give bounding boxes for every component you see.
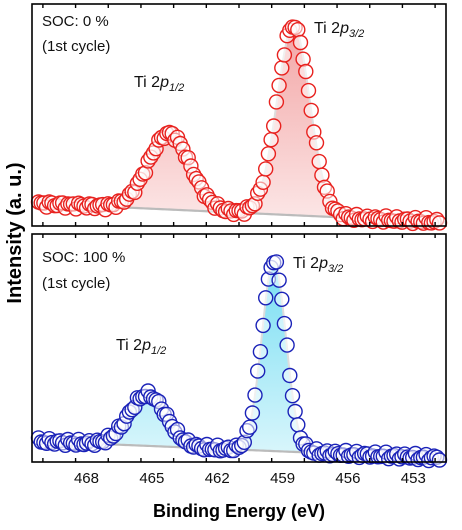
x-tick-label: 456 [335, 470, 360, 487]
data-point [250, 363, 266, 379]
data-point [311, 153, 327, 170]
data-point [290, 417, 306, 433]
data-point [279, 337, 295, 353]
data-point [263, 131, 279, 148]
data-point [268, 254, 285, 270]
data-point [308, 135, 325, 151]
top-peak-label-2p12: Ti 2p1/2 [134, 74, 184, 94]
top-panel-label-soc: SOC: 0 % [42, 13, 109, 30]
bottom-panel-label-soc: SOC: 100 % [42, 249, 125, 266]
bottom-peak-label-2p32-orbital: p [318, 255, 328, 272]
data-point [274, 60, 290, 76]
data-point [271, 77, 287, 94]
top-peak-label-2p32-main: Ti 2 [314, 20, 340, 37]
data-point [282, 367, 298, 384]
top-x-ticks [42, 4, 436, 226]
bottom-peak-label-2p12-sub: 1/2 [151, 345, 166, 357]
bottom-x-ticks [42, 234, 436, 462]
bottom-peak-label-2p32-main: Ti 2 [293, 255, 319, 272]
top-peak-label-2p12-main: Ti 2 [134, 74, 160, 91]
data-point [266, 118, 282, 134]
top-peak-label-2p32-orbital: p [339, 20, 349, 37]
data-point [287, 403, 303, 420]
top-panel-label-cycle: (1st cycle) [42, 38, 110, 55]
bottom-data-points [30, 254, 448, 469]
data-point [252, 344, 269, 360]
y-axis-title: Intensity (a. u.) [4, 162, 26, 303]
data-point [255, 317, 271, 334]
bottom-peak-label-2p32-sub: 3/2 [328, 263, 343, 275]
bottom-peak-label-2p32: Ti 2p3/2 [293, 255, 343, 275]
panel-top: SOC: 0 % (1st cycle) Ti 2p1/2 Ti 2p3/2 [30, 3, 448, 232]
data-point [303, 102, 319, 119]
bottom-panel-frame [31, 233, 447, 463]
top-peak-label-2p12-sub: 1/2 [169, 82, 184, 94]
bottom-peak-label-2p12-orbital: p [141, 337, 151, 354]
x-tick-labels: 468 465 462 459 456 453 [74, 470, 426, 487]
top-peak-label-2p32: Ti 2p3/2 [314, 20, 364, 40]
x-axis-title: Binding Energy (eV) [153, 501, 325, 521]
data-point [244, 405, 261, 421]
bottom-peak-label-2p12-main: Ti 2 [116, 337, 142, 354]
bottom-panel-label-cycle: (1st cycle) [42, 275, 110, 292]
x-tick-label: 462 [205, 470, 230, 487]
top-peak-label-2p32-sub: 3/2 [349, 28, 364, 40]
x-tick-label: 468 [74, 470, 99, 487]
data-point [290, 22, 306, 38]
data-point [284, 388, 301, 404]
x-tick-label: 453 [401, 470, 426, 487]
x-tick-label: 459 [270, 470, 295, 487]
data-point [295, 51, 311, 67]
data-point [276, 315, 293, 332]
data-point [292, 34, 309, 51]
data-point [258, 161, 274, 177]
top-peak-label-2p12-orbital: p [159, 74, 169, 91]
x-tick-label: 465 [139, 470, 164, 487]
data-point [255, 174, 271, 191]
data-point [271, 272, 287, 288]
data-point [247, 387, 263, 403]
data-point [274, 291, 290, 307]
data-point [258, 290, 274, 306]
data-point [298, 63, 314, 80]
panel-bottom: SOC: 100 % (1st cycle) Ti 2p1/2 Ti 2p3/2 [30, 233, 448, 469]
data-point [241, 419, 258, 435]
data-point [276, 47, 293, 63]
data-point [260, 146, 277, 162]
data-point [268, 94, 285, 110]
data-point [300, 82, 317, 99]
bottom-peak-label-2p12: Ti 2p1/2 [116, 337, 166, 357]
